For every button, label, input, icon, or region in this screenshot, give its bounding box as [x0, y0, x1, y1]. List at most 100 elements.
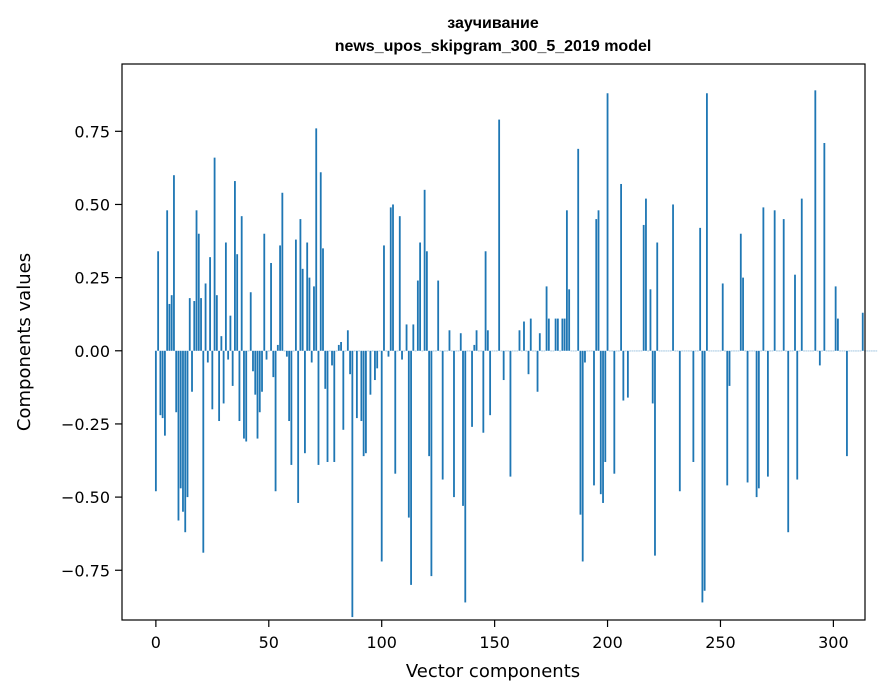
- bar-254: [728, 350, 731, 386]
- bar-31: [224, 242, 227, 351]
- bar-188: [579, 350, 582, 515]
- y-axis-label: Components values: [14, 253, 35, 431]
- bar-284: [796, 350, 799, 480]
- bar-22: [204, 283, 207, 351]
- bar-301: [834, 286, 837, 351]
- bar-18: [195, 210, 198, 351]
- x-tick-label: 150: [479, 633, 510, 652]
- bar-6: [168, 303, 171, 351]
- bar-104: [389, 207, 392, 351]
- bar-8: [173, 175, 175, 351]
- bar-68: [308, 277, 311, 351]
- bar-206: [620, 183, 622, 351]
- bar-26: [213, 157, 216, 351]
- bar-73: [319, 172, 322, 351]
- bar-163: [523, 321, 525, 351]
- bar-222: [656, 242, 659, 351]
- bar-294: [818, 350, 821, 366]
- bar-267: [757, 350, 760, 489]
- bar-232: [678, 350, 681, 492]
- bar-229: [672, 204, 674, 351]
- bar-75: [324, 350, 327, 389]
- bar-190: [584, 350, 586, 363]
- bar-152: [498, 119, 501, 351]
- bar-296: [823, 143, 826, 351]
- bar-20: [200, 298, 202, 351]
- bar-198: [602, 350, 604, 503]
- bar-38: [240, 216, 243, 351]
- bar-109: [401, 350, 403, 360]
- bar-48: [263, 233, 266, 351]
- chart-title: заучивание: [447, 15, 539, 32]
- bar-238: [692, 350, 695, 462]
- bar-292: [814, 90, 817, 351]
- x-tick-label: 250: [705, 633, 736, 652]
- bar-154: [502, 350, 505, 381]
- bar-120: [425, 251, 428, 351]
- bar-157: [509, 350, 512, 477]
- bar-101: [383, 245, 385, 351]
- bar-91: [360, 350, 363, 422]
- bar-25: [211, 350, 214, 410]
- bar-33: [229, 315, 232, 351]
- bar-87: [351, 350, 354, 618]
- bar-81: [337, 344, 340, 351]
- bar-244: [706, 93, 708, 351]
- bar-58: [285, 350, 288, 357]
- bar-2: [159, 350, 162, 416]
- bar-114: [412, 324, 415, 351]
- y-tick-label: 0.75: [74, 122, 110, 141]
- bar-161: [518, 330, 521, 351]
- bar-302: [837, 318, 839, 351]
- bar-95: [369, 350, 372, 395]
- bar-187: [577, 148, 580, 351]
- bar-117: [419, 242, 422, 351]
- bar-148: [489, 350, 492, 416]
- bar-4: [164, 350, 166, 436]
- bar-181: [563, 318, 566, 351]
- y-tick-label: −0.75: [61, 561, 110, 580]
- bar-203: [613, 350, 616, 474]
- bar-271: [766, 350, 769, 477]
- bar-219: [649, 289, 652, 351]
- bar-97: [374, 350, 376, 381]
- bar-119: [423, 189, 426, 351]
- bar-105: [392, 204, 394, 351]
- bar-9: [175, 350, 178, 413]
- bar-260: [742, 277, 744, 351]
- bar-71: [315, 128, 318, 351]
- bar-130: [448, 330, 451, 351]
- bar-220: [651, 350, 654, 404]
- bar-108: [398, 216, 401, 351]
- x-axis: 0 50 100 150 200 250 300: [151, 620, 849, 652]
- y-tick-label: 0.50: [74, 195, 110, 214]
- bar-11: [179, 350, 182, 489]
- bar-141: [473, 344, 476, 351]
- bar-243: [703, 350, 706, 591]
- bar-35: [234, 181, 236, 351]
- bar-55: [279, 245, 281, 351]
- bar-78: [331, 350, 333, 366]
- bar-92: [362, 350, 365, 457]
- bar-16: [191, 350, 193, 392]
- bar-64: [299, 219, 302, 351]
- bar-60: [290, 350, 293, 465]
- bar-137: [464, 350, 467, 603]
- bar-74: [322, 248, 324, 351]
- bar-127: [441, 350, 444, 480]
- bar-178: [556, 318, 559, 351]
- bar-72: [317, 350, 320, 465]
- bar-23: [206, 350, 209, 363]
- bar-209: [626, 350, 629, 398]
- bar-30: [222, 350, 225, 404]
- bar-196: [597, 210, 600, 351]
- bar-266: [755, 350, 758, 498]
- bar-45: [256, 350, 259, 439]
- bar-274: [773, 210, 776, 351]
- x-tick-label: 100: [366, 633, 397, 652]
- bar-62: [294, 239, 297, 351]
- bar-36: [236, 254, 239, 351]
- y-tick-label: 0.00: [74, 342, 110, 361]
- bar-89: [355, 350, 358, 419]
- bar-253: [726, 350, 729, 486]
